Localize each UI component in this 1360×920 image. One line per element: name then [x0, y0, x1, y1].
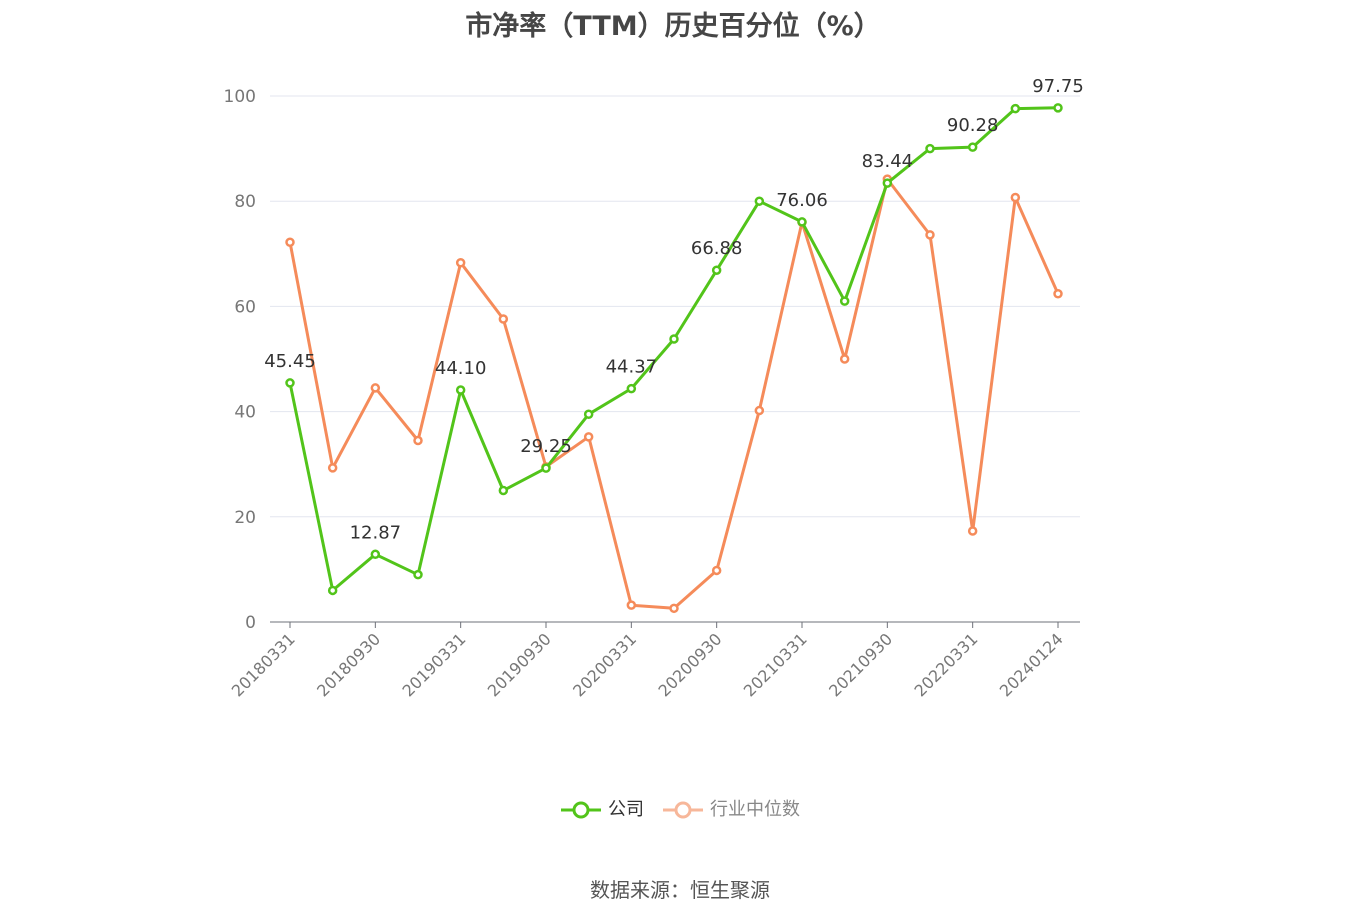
data-point-industry — [839, 354, 850, 364]
y-tick-label: 20 — [234, 508, 256, 528]
data-label-company: 83.44 — [862, 151, 914, 172]
data-point-industry — [711, 565, 722, 576]
data-label-company: 44.37 — [606, 357, 658, 378]
x-tick-label: 20210331 — [740, 629, 811, 700]
data-point-company — [370, 549, 381, 560]
data-point-industry — [925, 230, 935, 240]
data-label-company: 45.45 — [264, 351, 316, 372]
legend-company-label: 公司 — [608, 799, 644, 820]
data-point-company — [711, 265, 722, 275]
data-point-industry — [1010, 192, 1021, 203]
data-labels: 45.45 12.87 44.10 29.25 44.37 66.88 76.06 83.44… — [264, 76, 1084, 543]
data-point-company — [583, 409, 594, 419]
series-lines — [285, 103, 1063, 614]
data-label-company: 76.06 — [776, 190, 828, 211]
data-label-company: 97.75 — [1032, 76, 1084, 97]
data-point-industry — [498, 314, 509, 324]
data-point-company — [413, 569, 423, 580]
legend-company-icon — [561, 801, 601, 819]
data-label-company: 12.87 — [350, 522, 402, 543]
legend-industry-label: 行业中位数 — [710, 799, 800, 820]
line-chart: 0 20 40 60 80 100 20180331 20180930 20190331 2019… — [224, 76, 1084, 701]
y-tick-label: 40 — [234, 403, 256, 423]
data-point-company — [541, 463, 551, 473]
y-tick-label: 80 — [234, 192, 256, 212]
x-tick-label: 20240124 — [996, 629, 1067, 700]
y-tick-label: 0 — [245, 613, 256, 633]
y-tick-label: 100 — [224, 87, 256, 107]
legend-item-industry[interactable]: 行业中位数 — [662, 797, 800, 823]
legend: 公司 行业中位数 — [0, 797, 1360, 823]
series-line-industry — [288, 177, 1060, 610]
data-point-industry — [327, 463, 338, 473]
x-tick-label: 20220331 — [910, 629, 981, 700]
data-label-company: 90.28 — [947, 115, 999, 136]
data-point-industry — [1053, 289, 1063, 299]
data-point-company — [797, 217, 807, 227]
x-tick-label: 20180331 — [228, 629, 299, 700]
x-tick-label: 20210930 — [825, 629, 896, 700]
data-point-company — [1010, 103, 1021, 114]
data-source-note: 数据来源：恒生聚源 — [590, 878, 770, 902]
chart-title: 市净率（TTM）历史百分位（%） — [465, 11, 881, 42]
x-tick-label: 20200331 — [569, 629, 640, 700]
data-label-company: 29.25 — [520, 436, 572, 457]
data-point-industry — [455, 257, 466, 268]
data-label-company: 44.10 — [435, 358, 487, 379]
data-point-company — [498, 485, 509, 496]
x-tick-label: 20180930 — [313, 629, 384, 700]
data-point-company — [455, 385, 466, 395]
x-tick-label: 20190331 — [398, 629, 469, 700]
data-point-industry — [285, 237, 295, 247]
legend-industry-icon — [663, 801, 703, 819]
data-point-company — [285, 378, 295, 388]
data-point-industry — [413, 435, 423, 446]
data-point-industry — [669, 603, 679, 614]
data-point-industry — [626, 600, 637, 610]
series-line-company — [288, 106, 1059, 592]
data-point-industry — [370, 383, 381, 393]
data-point-company — [669, 334, 679, 344]
data-point-company — [1053, 103, 1063, 113]
legend-item-company[interactable]: 公司 — [560, 797, 644, 823]
x-tick-label: 20200930 — [654, 629, 725, 700]
data-point-industry — [754, 405, 765, 416]
y-tick-label: 60 — [234, 297, 256, 317]
data-point-company — [327, 585, 338, 596]
data-point-industry — [967, 526, 978, 536]
x-tick-label: 20190930 — [484, 629, 555, 700]
data-point-company — [626, 383, 637, 394]
data-point-company — [882, 178, 893, 188]
data-point-company — [754, 196, 765, 206]
grid-lines — [270, 95, 1080, 518]
data-point-company — [967, 142, 978, 152]
data-point-company — [839, 296, 850, 306]
data-point-industry — [583, 432, 594, 442]
data-label-company: 66.88 — [691, 238, 743, 259]
data-point-company — [925, 143, 935, 154]
